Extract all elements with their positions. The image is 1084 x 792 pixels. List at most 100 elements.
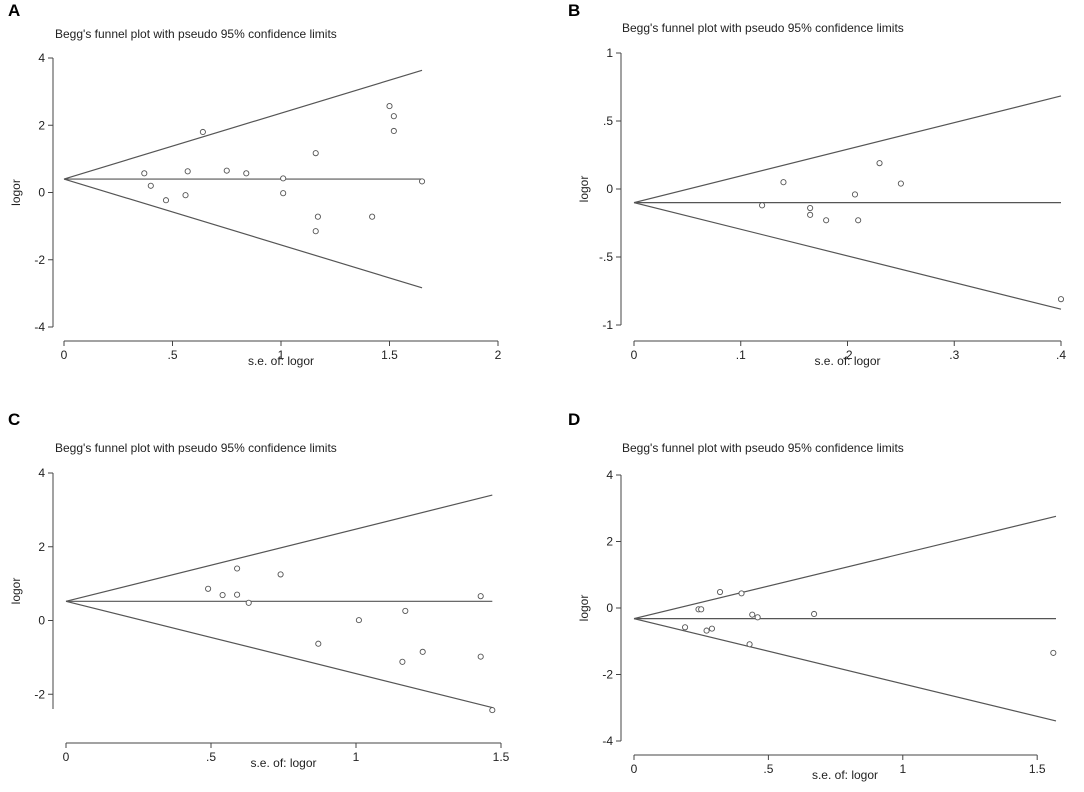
study-point [369,213,376,220]
lower-confidence-limit [65,600,493,709]
study-point [243,170,250,177]
study-point [759,202,766,209]
study-point [205,585,212,592]
y-tick-label: -2 [34,253,45,267]
study-point [312,150,319,157]
chart-title: Begg's funnel plot with pseudo 95% confi… [622,21,904,35]
x-tick-label: .5 [206,750,216,764]
study-point [419,648,426,655]
funnel-panel-a: A Begg's funnel plot with pseudo 95% conf… [8,1,502,368]
chart-title: Begg's funnel plot with pseudo 95% confi… [55,441,337,455]
study-point [402,607,409,614]
upper-confidence-limit [65,494,493,602]
funnel-panel-c: C Begg's funnel plot with pseudo 95% conf… [8,410,510,770]
y-tick-label: 4 [38,466,45,480]
y-tick-label: 0 [38,614,45,628]
chart-title: Begg's funnel plot with pseudo 95% confi… [622,441,904,455]
x-tick-label: 1 [353,750,360,764]
y-tick-label: 4 [38,51,45,65]
study-point [855,217,862,224]
lower-confidence-limit [633,202,1062,310]
study-point [698,606,705,613]
upper-confidence-limit [633,515,1057,620]
study-point [851,191,859,198]
study-point [1057,296,1065,303]
study-point [390,113,397,120]
x-tick-label: 1.5 [381,348,398,362]
study-point [312,228,319,235]
y-tick-label: -2 [602,668,613,682]
study-point [199,128,206,136]
study-point [418,178,426,185]
lower-confidence-limit [63,178,423,289]
x-tick-label: .1 [736,348,746,362]
study-point [477,593,484,600]
study-point [780,179,787,186]
y-tick-label: 1 [606,46,613,60]
lower-confidence-limit [633,618,1057,722]
study-point [184,168,191,175]
study-point [234,591,241,598]
x-tick-label: 1.5 [1029,762,1046,776]
y-tick-label: -2 [34,687,45,701]
study-point [147,182,154,189]
x-axis-label: s.e. of: logor [250,756,316,770]
study-point [280,175,287,182]
y-tick-label: .5 [603,114,613,128]
study-point [245,599,252,606]
study-point [716,588,724,596]
study-point [223,167,230,174]
x-tick-label: 2 [495,348,502,362]
y-tick-label: 2 [38,540,45,554]
study-point [390,127,397,135]
y-tick-label: 0 [606,601,613,615]
upper-confidence-limit [633,95,1062,204]
y-tick-label: 0 [606,182,613,196]
x-tick-label: .2 [842,348,852,362]
study-point [876,160,883,167]
y-tick-label: 0 [38,186,45,200]
study-point [703,627,710,634]
panel-letter: C [8,410,20,429]
study-point [355,617,362,624]
study-point [477,653,484,660]
study-point [280,190,287,197]
y-tick-label: 2 [606,535,613,549]
x-tick-label: .4 [1056,348,1066,362]
study-point [897,180,904,187]
y-tick-label: 2 [38,118,45,132]
panel-letter: B [568,1,580,20]
x-axis-label: s.e. of: logor [812,768,878,782]
study-point [141,170,148,177]
x-tick-label: 1.5 [493,750,510,764]
x-tick-label: 0 [63,750,70,764]
funnel-panel-b: B Begg's funnel plot with pseudo 95% conf… [568,1,1066,368]
funnel-panel-d: D Begg's funnel plot with pseudo 95% conf… [568,410,1057,782]
y-axis-label: logor [9,179,23,206]
upper-confidence-limit [63,69,423,180]
y-axis-label: logor [577,176,591,203]
y-tick-label: -4 [34,320,45,334]
study-point [182,192,189,199]
study-point [754,614,761,621]
study-point [219,592,226,599]
x-tick-label: 0 [61,348,68,362]
y-tick-label: -4 [602,734,613,748]
study-point [807,204,814,212]
study-point [162,197,170,204]
y-tick-label: -.5 [599,250,613,264]
x-tick-label: .3 [949,348,959,362]
study-point [386,103,393,110]
study-point [277,571,284,578]
study-point [807,211,814,218]
study-point [234,565,241,572]
y-tick-label: -1 [602,318,613,332]
x-tick-label: 1 [278,348,285,362]
panel-letter: A [8,1,20,20]
study-point [314,213,321,220]
x-tick-label: 0 [631,762,638,776]
study-point [489,707,496,714]
study-point [682,624,689,631]
study-point [399,658,406,665]
